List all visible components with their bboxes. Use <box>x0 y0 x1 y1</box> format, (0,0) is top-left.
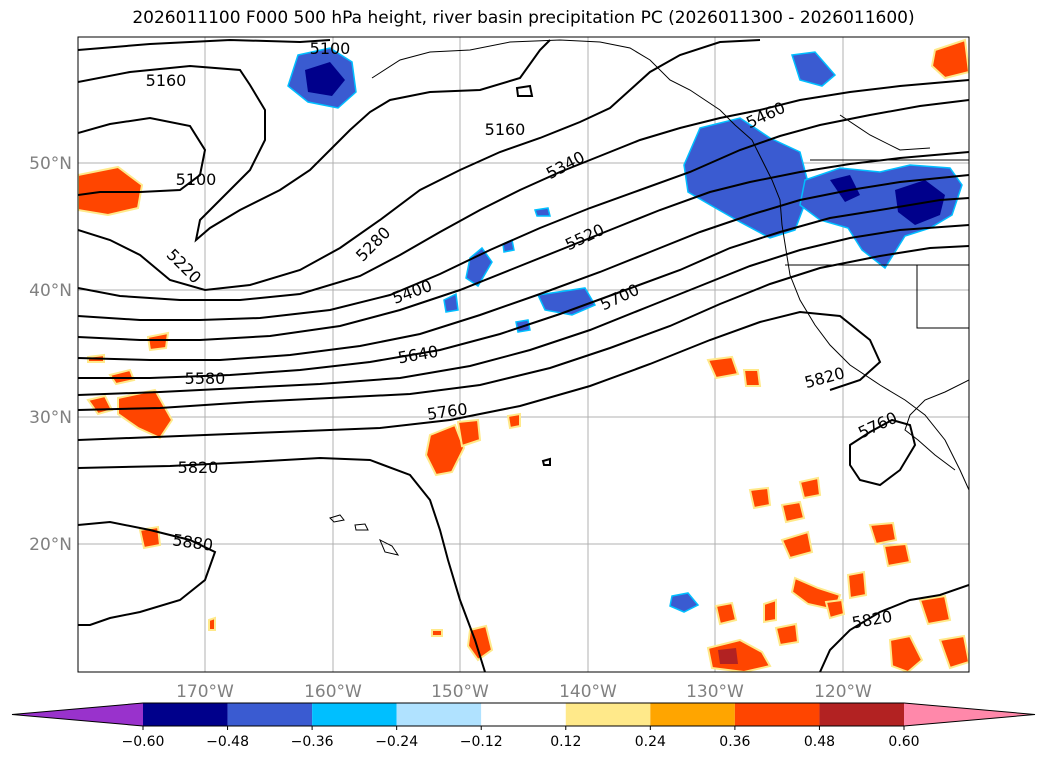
longitude-labels: 170°W 160°W 150°W 140°W 130°W 120°W <box>176 682 872 702</box>
lon-label: 170°W <box>176 682 234 702</box>
map-title: 2026011100 F000 500 hPa height, river ba… <box>132 8 915 28</box>
lon-label: 120°W <box>814 682 872 702</box>
colorbar-swatch <box>143 703 228 726</box>
contour-label: 5160 <box>485 120 526 139</box>
contour-label: 5160 <box>146 71 187 90</box>
colorbar-extend-min <box>12 703 143 726</box>
colorbar-swatch <box>819 703 904 726</box>
lon-label: 150°W <box>431 682 489 702</box>
lon-label: 160°W <box>304 682 362 702</box>
colorbar-swatch <box>565 703 651 726</box>
colorbar-swatch <box>650 703 735 726</box>
colorbar-tick-label: 0.24 <box>635 734 666 750</box>
colorbar-tick-label: 0.12 <box>550 734 581 750</box>
latitude-labels: 50°N 40°N 30°N 20°N <box>29 154 72 555</box>
colorbar-extend-max <box>904 703 1035 726</box>
colorbar-tick-label: −0.36 <box>291 734 334 750</box>
contour-label: 5100 <box>310 39 351 58</box>
contour-label: 5580 <box>185 369 226 388</box>
height-contours <box>78 38 969 672</box>
colorbar: −0.60 −0.48 −0.36 −0.24 −0.12 0.12 0.24 0.36 0.4… <box>11 702 1036 750</box>
colorbar-swatch <box>396 703 482 726</box>
colorbar-swatch <box>312 703 397 726</box>
coastlines <box>329 39 969 556</box>
colorbar-swatch <box>481 703 566 726</box>
colorbar-tick-label: −0.60 <box>122 734 165 750</box>
lat-label: 30°N <box>29 408 72 428</box>
contour-label: 5820 <box>178 458 219 477</box>
map-frame <box>77 36 970 673</box>
colorbar-swatch <box>734 703 820 726</box>
colorbar-tick-label: 0.60 <box>888 734 919 750</box>
colorbar-tick-label: 0.48 <box>804 734 835 750</box>
lat-label: 40°N <box>29 281 72 301</box>
lat-label: 20°N <box>29 535 72 555</box>
contour-label: 5100 <box>176 170 217 189</box>
lat-label: 50°N <box>29 154 72 174</box>
lon-label: 130°W <box>686 682 744 702</box>
colorbar-tick-label: −0.48 <box>206 734 249 750</box>
colorbar-tick-label: −0.12 <box>460 734 503 750</box>
colorbar-tick-label: −0.24 <box>375 734 418 750</box>
lon-label: 140°W <box>559 682 617 702</box>
colorbar-tick-label: 0.36 <box>719 734 750 750</box>
colorbar-swatch <box>227 703 313 726</box>
